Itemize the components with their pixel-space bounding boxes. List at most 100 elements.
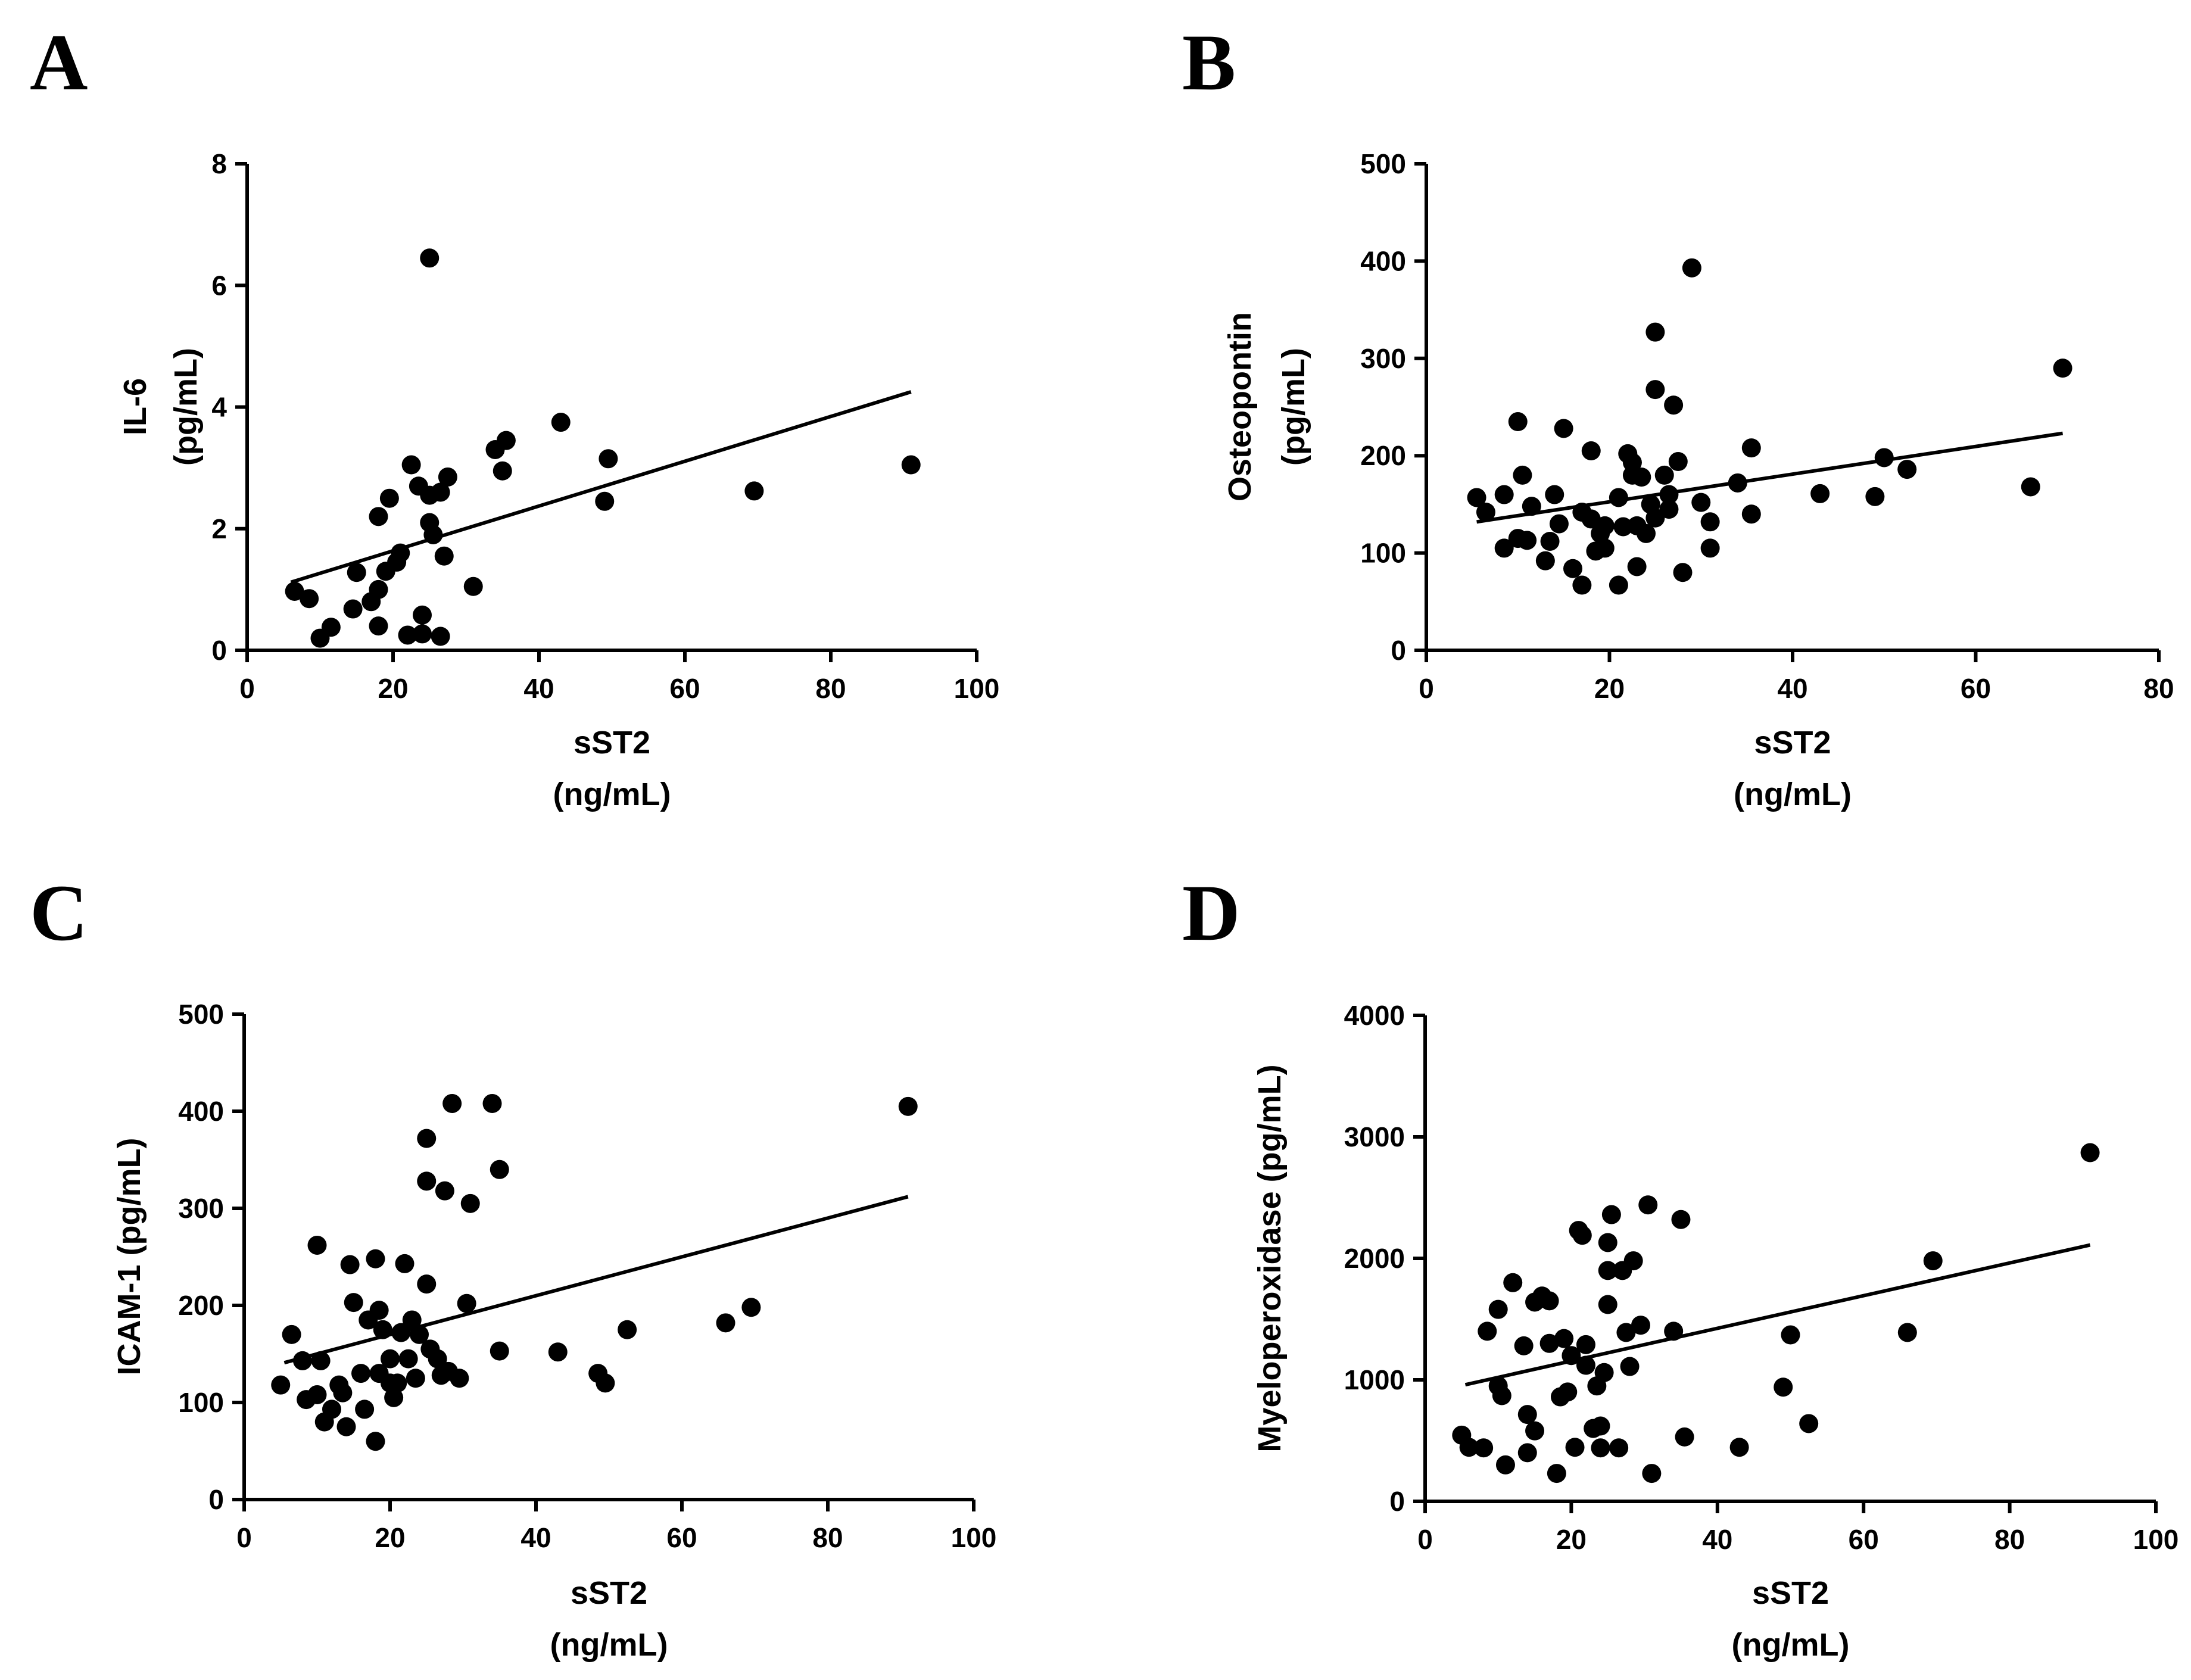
y-tick-label: 200 [1360,440,1406,471]
data-point [336,1417,356,1436]
data-point [1668,452,1688,472]
data-point [391,543,410,563]
y-tick-label: 6 [211,270,227,301]
data-point [1632,467,1651,487]
data-point [406,1369,425,1388]
x-tick-label: 40 [1777,673,1807,704]
data-point [395,1254,414,1273]
data-point [1645,322,1665,342]
data-point [493,461,512,481]
x-tick-label: 20 [1556,1524,1587,1555]
data-point [1554,1329,1574,1348]
data-point [1591,1416,1610,1436]
data-point [596,1373,615,1393]
x-tick-label: 60 [1849,1524,1879,1555]
data-point [1654,465,1674,485]
data-point [1623,1251,1643,1271]
data-point [1638,1195,1658,1215]
data-point [417,1171,437,1191]
data-point [379,488,399,508]
data-point [1535,551,1555,571]
x-axis-title-line-2: (ng/mL) [553,777,671,812]
data-point [1682,258,1701,278]
data-point [1874,448,1894,467]
panel-letter-c: C [30,869,88,958]
x-tick-label: 0 [1417,1524,1433,1555]
data-point [1494,485,1514,504]
x-tick-label: 80 [812,1522,843,1553]
data-point [398,1349,418,1369]
data-point [1637,523,1656,543]
data-point [431,482,450,502]
data-point [1539,1291,1559,1311]
panel-c: C 0 100 200 300 400 500 0 20 40 60 80 100 sST2 (ng/mL)… [30,869,996,1663]
data-point [311,1351,331,1370]
panel-letter-b: B [1182,18,1236,107]
data-point [366,1249,385,1268]
data-point [1645,380,1665,400]
data-point [901,455,921,475]
data-point [1503,1273,1523,1292]
x-tick-label: 20 [1594,673,1625,704]
data-point [431,627,450,646]
data-point [1522,497,1541,516]
y-tick-label: 0 [211,635,227,666]
data-point [1576,1335,1595,1354]
data-point [417,1129,437,1148]
data-point [434,546,454,566]
data-point [355,1400,375,1419]
data-point [1601,1205,1621,1224]
data-point [366,1432,385,1451]
data-point [1581,441,1601,461]
data-point [1729,1438,1749,1457]
y-tick-label: 100 [178,1387,224,1418]
data-point [410,1324,429,1344]
data-point [402,1310,422,1330]
data-point [293,1351,312,1370]
x-tick-label: 100 [954,673,1000,704]
data-point [1563,559,1582,578]
panel-b: B 0 100 200 300 400 500 0 20 40 60 80 sST2 (ng/mL) Ost… [1182,18,2174,812]
y-axis-title-line-1: ICAM-1 (pg/mL) [111,1138,147,1376]
data-point [1781,1325,1800,1345]
data-point [1741,504,1761,524]
x-axis-title-line-1: sST2 [574,725,650,760]
data-point [340,1255,360,1274]
data-point [1627,557,1647,576]
data-point [1645,508,1665,528]
y-tick-label: 0 [1389,1486,1405,1517]
data-point [716,1313,735,1333]
x-tick-label: 80 [1994,1524,2025,1555]
y-tick-label: 100 [1360,538,1406,569]
data-point [599,449,618,469]
y-axis-title-line-1: Osteopontin [1222,312,1258,501]
x-axis-title-line-1: sST2 [1752,1575,1829,1611]
data-point [1659,500,1679,519]
data-point [322,1400,341,1419]
data-point [347,563,366,582]
data-point [1558,1382,1578,1402]
data-point [1492,1386,1511,1405]
data-point [1514,1336,1534,1355]
data-point [344,1293,363,1313]
data-point [1659,485,1679,504]
data-point [1517,1443,1537,1463]
data-point [1488,1299,1508,1319]
data-point [1598,1261,1617,1280]
x-tick-label: 40 [521,1522,551,1553]
data-point [438,467,457,487]
data-point [1549,514,1569,534]
data-point [1728,473,1747,493]
data-point [1675,1427,1694,1447]
y-tick-label: 300 [178,1193,224,1224]
y-tick-label: 4 [211,392,227,423]
y-tick-label: 0 [1391,635,1406,666]
data-point [413,605,432,625]
data-point [1572,575,1592,595]
data-point [369,616,388,636]
data-point [428,1349,447,1369]
x-axis-title-line-2: (ng/mL) [1732,1627,1850,1663]
data-point [1459,1438,1479,1457]
data-point [388,1373,407,1393]
data-point [1741,438,1761,458]
